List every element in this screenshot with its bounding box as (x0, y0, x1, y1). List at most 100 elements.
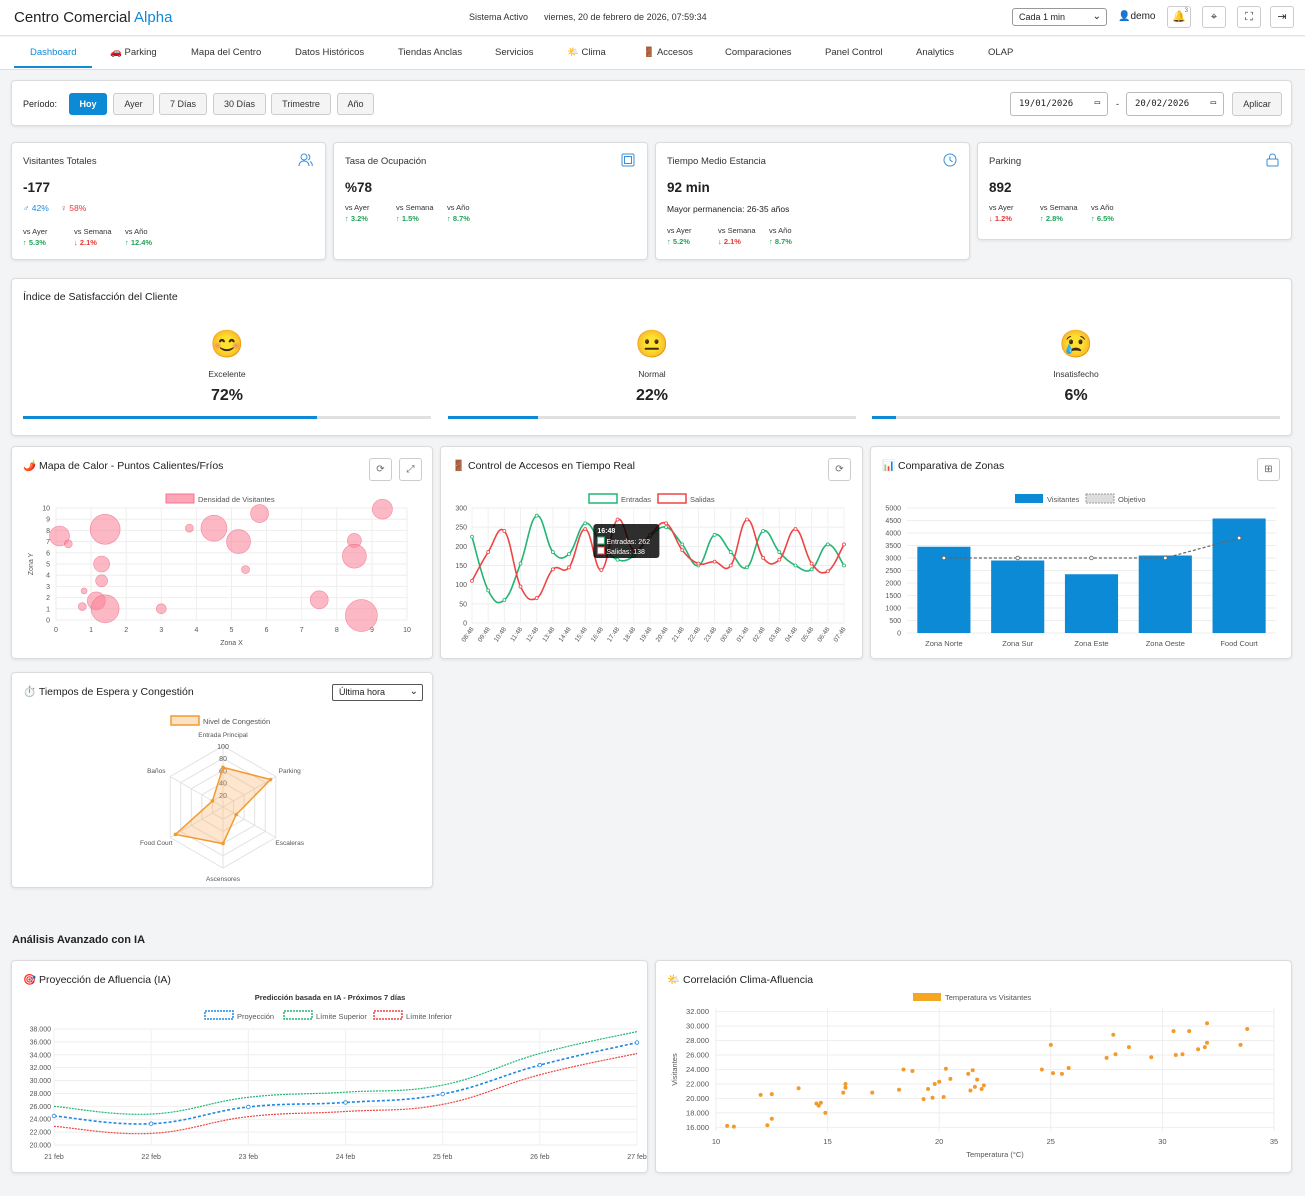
apply-button[interactable]: Aplicar (1232, 92, 1282, 116)
x-tick-label: 20:48 (655, 626, 670, 644)
bubble-point (250, 504, 269, 523)
tooltip (593, 524, 660, 558)
data-point (745, 517, 749, 522)
y-tick-label: 0 (46, 618, 50, 625)
comparison-label: vs Semana (74, 227, 112, 236)
comparison-item: vs Semana ↑ 1.5% (396, 203, 434, 223)
y-tick-label: 7 (46, 539, 50, 546)
bar-zona-este (1064, 574, 1119, 633)
y-tick-label: 2 (46, 595, 50, 602)
data-point (825, 542, 830, 547)
tab-servicios[interactable]: Servicios (495, 47, 534, 58)
data-point (680, 548, 685, 553)
y-tick-label: 500 (889, 618, 901, 625)
tab-mapa-del-centro[interactable]: Mapa del Centro (191, 47, 261, 58)
fullscreen-button[interactable]: ⛶ (1237, 6, 1261, 28)
refresh-button[interactable]: ⟳ (828, 458, 851, 481)
period-today-button[interactable]: Hoy (69, 93, 107, 115)
refresh-interval-select[interactable]: Cada 1 min ⌄ (1012, 8, 1107, 26)
table-view-button[interactable]: ⊞ (1257, 458, 1280, 481)
refresh-button[interactable]: ⟳ (369, 458, 392, 481)
table-icon: ⊞ (1264, 464, 1273, 475)
data-point (51, 1113, 57, 1119)
y-tick-label: 1000 (885, 606, 901, 613)
logout-button[interactable]: ⇥ (1270, 6, 1294, 28)
y-tick-label: 9 (46, 517, 50, 524)
expand-button[interactable]: ⤢ (399, 458, 422, 481)
scatter-point (796, 1086, 801, 1091)
waits-period-select[interactable]: Última hora ⌄ (332, 684, 423, 701)
target-point (941, 555, 947, 561)
kpi-parking-card: Parking 892 vs Ayer ↓ 1.2% vs Semana ↑ 2.8%… (977, 142, 1292, 240)
scatter-point (1196, 1047, 1201, 1052)
tab-parking[interactable]: 🚗 Parking (110, 47, 157, 58)
tab-analytics[interactable]: Analytics (916, 47, 954, 58)
period-yesterday-button[interactable]: Ayer (113, 93, 154, 115)
tab-comparaciones[interactable]: Comparaciones (725, 47, 792, 58)
tab-olap[interactable]: OLAP (988, 47, 1013, 58)
bubble-point (156, 603, 167, 615)
radar-spoke (222, 806, 277, 838)
y-tick-label: 8 (46, 528, 50, 535)
legend-swatch (588, 493, 618, 504)
date-from-input[interactable]: 19/01/2026 ▭ (1010, 92, 1108, 116)
legend-label: Entradas (621, 495, 651, 504)
data-point (599, 568, 604, 572)
x-tick-label: 10 (403, 627, 411, 634)
y-tick-label: 22.000 (686, 1079, 709, 1088)
user-menu[interactable]: 👤demo (1118, 11, 1156, 22)
y-tick-label: 20.000 (686, 1094, 709, 1103)
legend-label: Objetivo (1118, 495, 1146, 504)
period-7days-button[interactable]: 7 Días (159, 93, 207, 115)
data-point (793, 563, 798, 568)
x-tick-label: 10:48 (493, 626, 508, 644)
x-tick-label: 27 feb (627, 1154, 647, 1161)
tab-tiendas-anclas[interactable]: Tiendas Anclas (398, 47, 462, 58)
fullscreen-icon: ⛶ (1245, 11, 1253, 23)
legend-swatch (657, 493, 687, 504)
y-tick-label: 24.000 (686, 1065, 709, 1074)
period-year-button[interactable]: Año (337, 93, 374, 115)
scatter-point (841, 1090, 846, 1095)
x-tick-label: 25 feb (433, 1154, 453, 1161)
y-tick-label: 100 (455, 582, 467, 589)
plugin-button[interactable]: ⌖ (1202, 6, 1226, 28)
tab-label: Tiendas Anclas (398, 47, 463, 58)
radar-axis-label: Ascensores (206, 876, 241, 883)
face-icon: 😐 (635, 329, 669, 359)
x-tick-label: Food Court (1220, 639, 1258, 648)
data-point (712, 532, 717, 537)
legend-swatch (1015, 494, 1043, 503)
tab-clima[interactable]: 🌤️ Clima (567, 47, 606, 58)
tab-accesos[interactable]: 🚪 Accesos (643, 47, 693, 58)
period-30days-button[interactable]: 30 Días (213, 93, 266, 115)
refresh-icon: ⟳ (376, 464, 385, 475)
y-tick-label: 32.000 (686, 1007, 709, 1016)
tab-datos-históricos[interactable]: Datos Históricos (295, 47, 364, 58)
male-share: ♂ 42% (23, 203, 49, 213)
legend-label: Límite Superior (316, 1012, 367, 1021)
target-line (943, 537, 1240, 559)
tab-panel-control[interactable]: Panel Control (825, 47, 883, 58)
date-to-input[interactable]: 20/02/2026 ▭ (1126, 92, 1224, 116)
radar-axis-label: Escaleras (275, 840, 304, 847)
legend-swatch (283, 1010, 313, 1020)
y-tick-label: 5000 (885, 506, 901, 513)
satisfaction-label: Insatisfecho (1053, 369, 1099, 379)
bubble-point (89, 513, 121, 545)
square-icon (621, 153, 635, 170)
y-tick-label: 16.000 (686, 1123, 709, 1132)
y-tick-label: 0 (897, 631, 901, 638)
tab-dashboard[interactable]: Dashboard (30, 47, 76, 58)
legend-swatch (1085, 493, 1115, 504)
period-quarter-button[interactable]: Trimestre (271, 93, 331, 115)
notifications-button[interactable]: 🔔 3 (1167, 6, 1191, 28)
comparison-label: vs Año (125, 227, 148, 236)
bubble-point (226, 529, 251, 554)
legend-label: Nivel de Congestión (203, 717, 270, 726)
x-tick-label: 08:48 (461, 626, 476, 644)
x-axis-label: Zona X (220, 640, 243, 647)
y-tick-label: 3 (46, 584, 50, 591)
data-point (470, 534, 474, 539)
target-point (1089, 555, 1094, 561)
